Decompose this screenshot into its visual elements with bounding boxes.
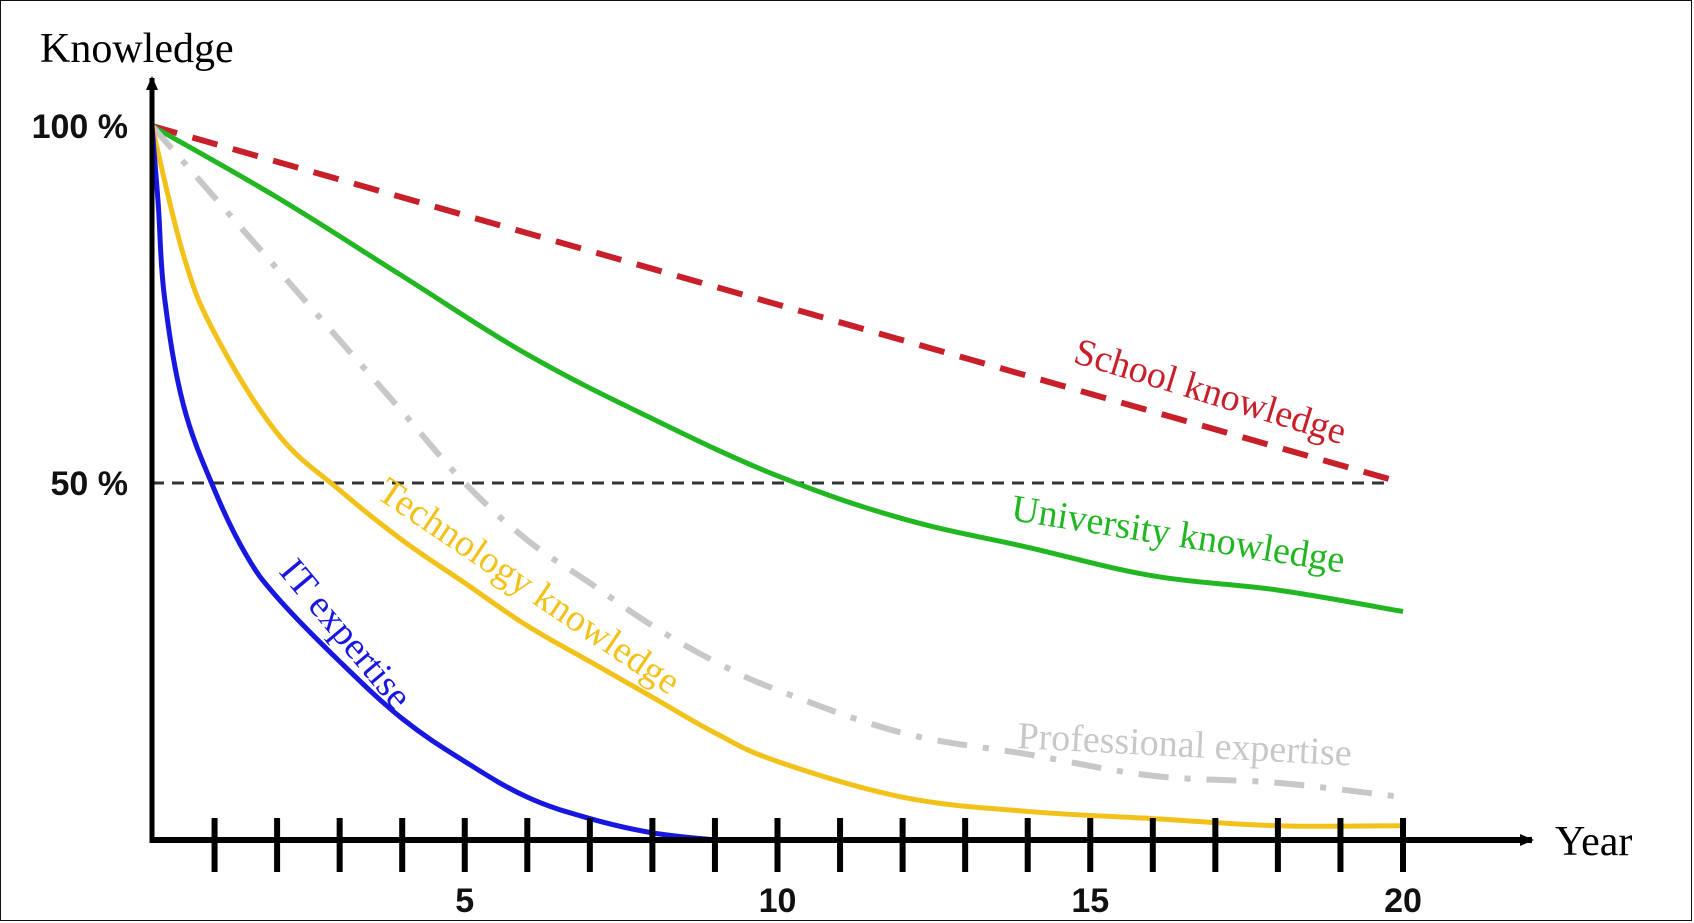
y-axis-label: Knowledge xyxy=(40,26,234,72)
series-line-it-expertise xyxy=(149,125,716,843)
y-tick-label: 100 % xyxy=(32,108,128,146)
series-line-professional-expertise xyxy=(149,124,1404,801)
x-tick-label: 5 xyxy=(455,882,474,920)
x-tick-label: 20 xyxy=(1384,882,1422,920)
series-label-it-expertise: IT expertise xyxy=(271,551,420,717)
series-line-university-knowledge xyxy=(150,123,1404,614)
y-tick-label: 50 % xyxy=(51,465,129,503)
series-label-school-knowledge: School knowledge xyxy=(1069,330,1351,453)
x-tick-label: 10 xyxy=(759,882,797,920)
series-line-technology-knowledge xyxy=(149,125,1404,829)
series-label-university-knowledge: University knowledge xyxy=(1009,487,1348,581)
series-line-school-knowledge xyxy=(151,123,1404,486)
series-label-technology-knowledge: Technology knowledge xyxy=(370,470,688,703)
series-label-professional-expertise: Professional expertise xyxy=(1017,715,1353,774)
x-axis-label: Year xyxy=(1555,819,1632,865)
x-tick-label: 15 xyxy=(1071,882,1109,920)
